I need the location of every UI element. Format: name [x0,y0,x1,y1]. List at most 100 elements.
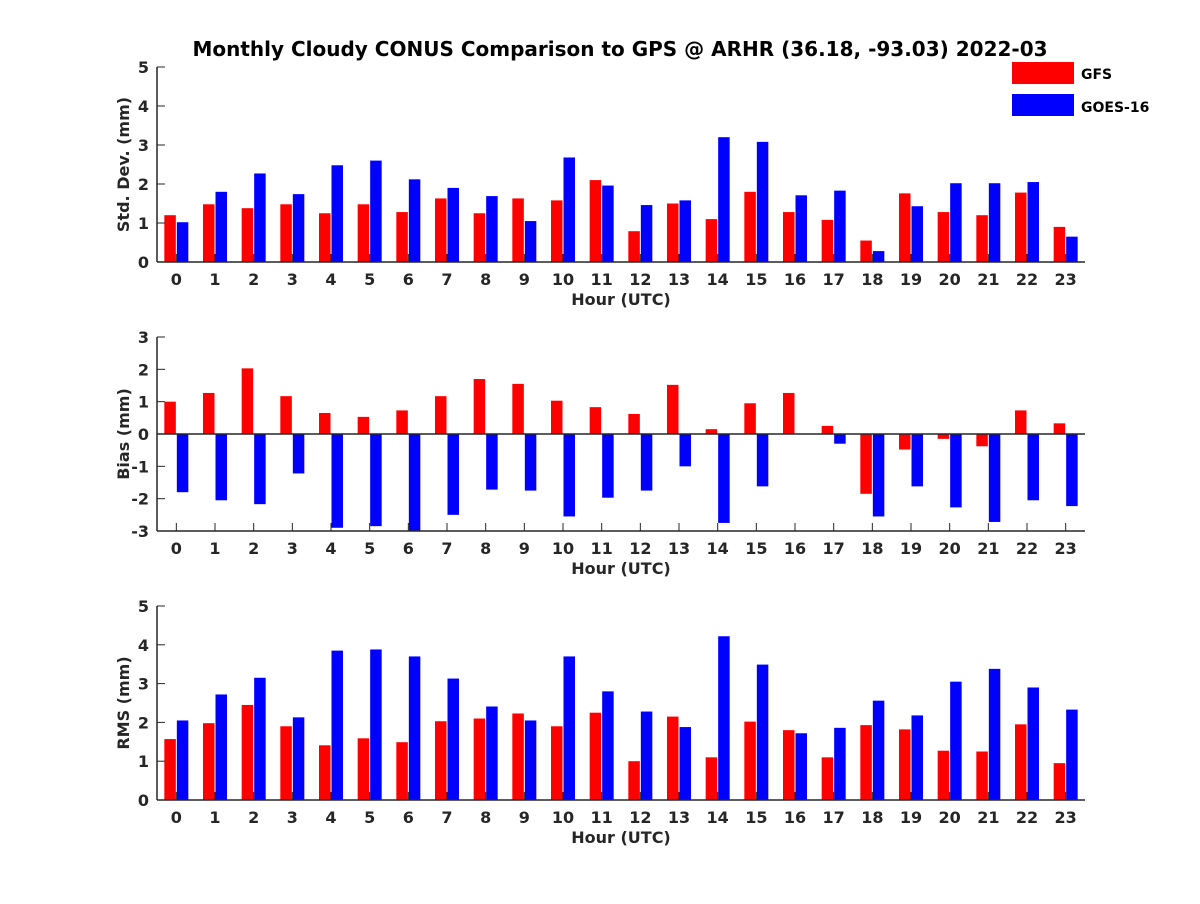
rms-bar-gfs-18 [860,725,872,800]
stddev-bar-goes16-20 [950,183,962,262]
bias-x-tick-label: 8 [480,539,491,558]
bias-bar-gfs-0 [164,401,176,434]
rms-bar-goes16-17 [834,727,846,800]
rms-bar-goes16-16 [795,733,807,800]
rms-bar-gfs-14 [705,757,718,800]
bias-bar-goes16-3 [292,434,305,474]
rms-x-tick-label: 1 [209,808,220,827]
stddev-bar-goes16-23 [1066,236,1078,262]
stddev-bar-goes16-12 [640,205,653,262]
stddev-bar-gfs-11 [589,180,602,262]
rms-x-tick-label: 10 [552,808,574,827]
stddev-bar-goes16-9 [524,221,537,262]
stddev-bar-goes16-1 [215,191,227,262]
rms-bar-goes16-12 [640,711,653,800]
stddev-bar-goes16-4 [331,165,343,262]
stddev-bar-goes16-15 [756,141,769,262]
rms-bar-gfs-20 [937,750,950,800]
bias-y-tick-label: -2 [131,490,149,509]
rms-x-tick-label: 3 [287,808,298,827]
rms-bar-gfs-5 [357,738,370,800]
stddev-x-tick-label: 16 [784,270,806,289]
bias-bar-gfs-15 [744,403,756,434]
stddev-x-tick-label: 10 [552,270,574,289]
bias-bar-goes16-14 [718,434,730,523]
rms-bar-goes16-22 [1027,687,1039,800]
rms-bar-goes16-0 [176,720,189,800]
bias-bar-goes16-15 [756,434,769,487]
stddev-x-tick-label: 4 [325,270,336,289]
rms-x-tick-label: 17 [823,808,845,827]
bias-bar-gfs-21 [976,434,988,447]
stddev-x-tick-label: 12 [629,270,651,289]
stddev-bar-gfs-12 [628,231,640,262]
stddev-bar-gfs-5 [357,204,370,262]
bias-bar-gfs-19 [899,434,911,450]
stddev-x-tick-label: 8 [480,270,491,289]
bias-bar-gfs-10 [551,400,563,434]
bias-x-tick-label: 18 [861,539,883,558]
legend-label-gfs: GFS [1081,67,1112,83]
rms-x-tick-label: 9 [519,808,530,827]
bias-bar-goes16-21 [988,434,1001,522]
stddev-bar-gfs-17 [821,219,834,262]
stddev-bar-gfs-14 [705,219,718,262]
rms-bar-goes16-6 [408,656,421,800]
rms-bar-goes16-18 [872,700,885,800]
bias-y-tick-label: 1 [138,393,149,412]
stddev-bar-goes16-21 [988,183,1001,262]
bias-bar-goes16-7 [447,434,459,515]
bias-x-tick-label: 21 [977,539,999,558]
rms-bar-goes16-8 [486,706,498,800]
bias-x-tick-label: 2 [248,539,259,558]
bias-x-tick-label: 15 [745,539,767,558]
rms-x-tick-label: 15 [745,808,767,827]
bias-bar-gfs-8 [473,379,486,434]
bias-x-tick-label: 6 [403,539,414,558]
bias-bar-gfs-14 [705,429,718,434]
bias-y-tick-label: -1 [131,457,149,476]
stddev-x-tick-label: 21 [977,270,999,289]
bias-bar-goes16-12 [640,434,653,491]
bias-bar-gfs-9 [512,383,524,434]
stddev-bar-gfs-0 [164,215,176,262]
legend-label-goes16: GOES-16 [1081,100,1149,116]
bias-bar-gfs-6 [396,410,408,434]
rms-bar-goes16-19 [911,715,923,800]
rms-y-axis-label: RMS (mm) [114,656,133,749]
stddev-x-tick-label: 11 [591,270,613,289]
bias-x-tick-label: 19 [900,539,922,558]
rms-y-tick-label: 0 [138,791,149,810]
rms-x-tick-label: 20 [939,808,961,827]
stddev-bar-goes16-18 [872,251,885,262]
stddev-bar-goes16-16 [795,195,807,262]
rms-x-tick-label: 8 [480,808,491,827]
rms-bar-gfs-8 [473,718,486,800]
bias-x-tick-label: 17 [823,539,845,558]
rms-x-tick-label: 12 [629,808,651,827]
stddev-x-tick-label: 9 [519,270,530,289]
bias-bar-goes16-13 [679,434,691,467]
stddev-x-tick-label: 17 [823,270,845,289]
stddev-x-tick-label: 5 [364,270,375,289]
rms-y-tick-label: 2 [138,713,149,732]
rms-bar-goes16-4 [331,650,343,800]
rms-bar-gfs-11 [589,712,602,800]
bias-x-tick-label: 13 [668,539,690,558]
stddev-x-tick-label: 18 [861,270,883,289]
stddev-x-tick-label: 6 [403,270,414,289]
rms-bar-goes16-21 [988,668,1001,800]
rms-x-tick-label: 22 [1016,808,1038,827]
stddev-bar-gfs-22 [1015,192,1027,262]
rms-x-tick-label: 2 [248,808,259,827]
bias-y-tick-label: -3 [131,522,149,541]
rms-x-tick-label: 7 [441,808,452,827]
rms-bar-gfs-6 [396,742,408,800]
bias-bar-goes16-23 [1066,434,1078,507]
stddev-bar-goes16-5 [370,160,382,262]
rms-x-tick-label: 14 [707,808,729,827]
stddev-x-tick-label: 1 [209,270,220,289]
bias-x-tick-label: 9 [519,539,530,558]
bias-bar-gfs-17 [821,425,834,434]
